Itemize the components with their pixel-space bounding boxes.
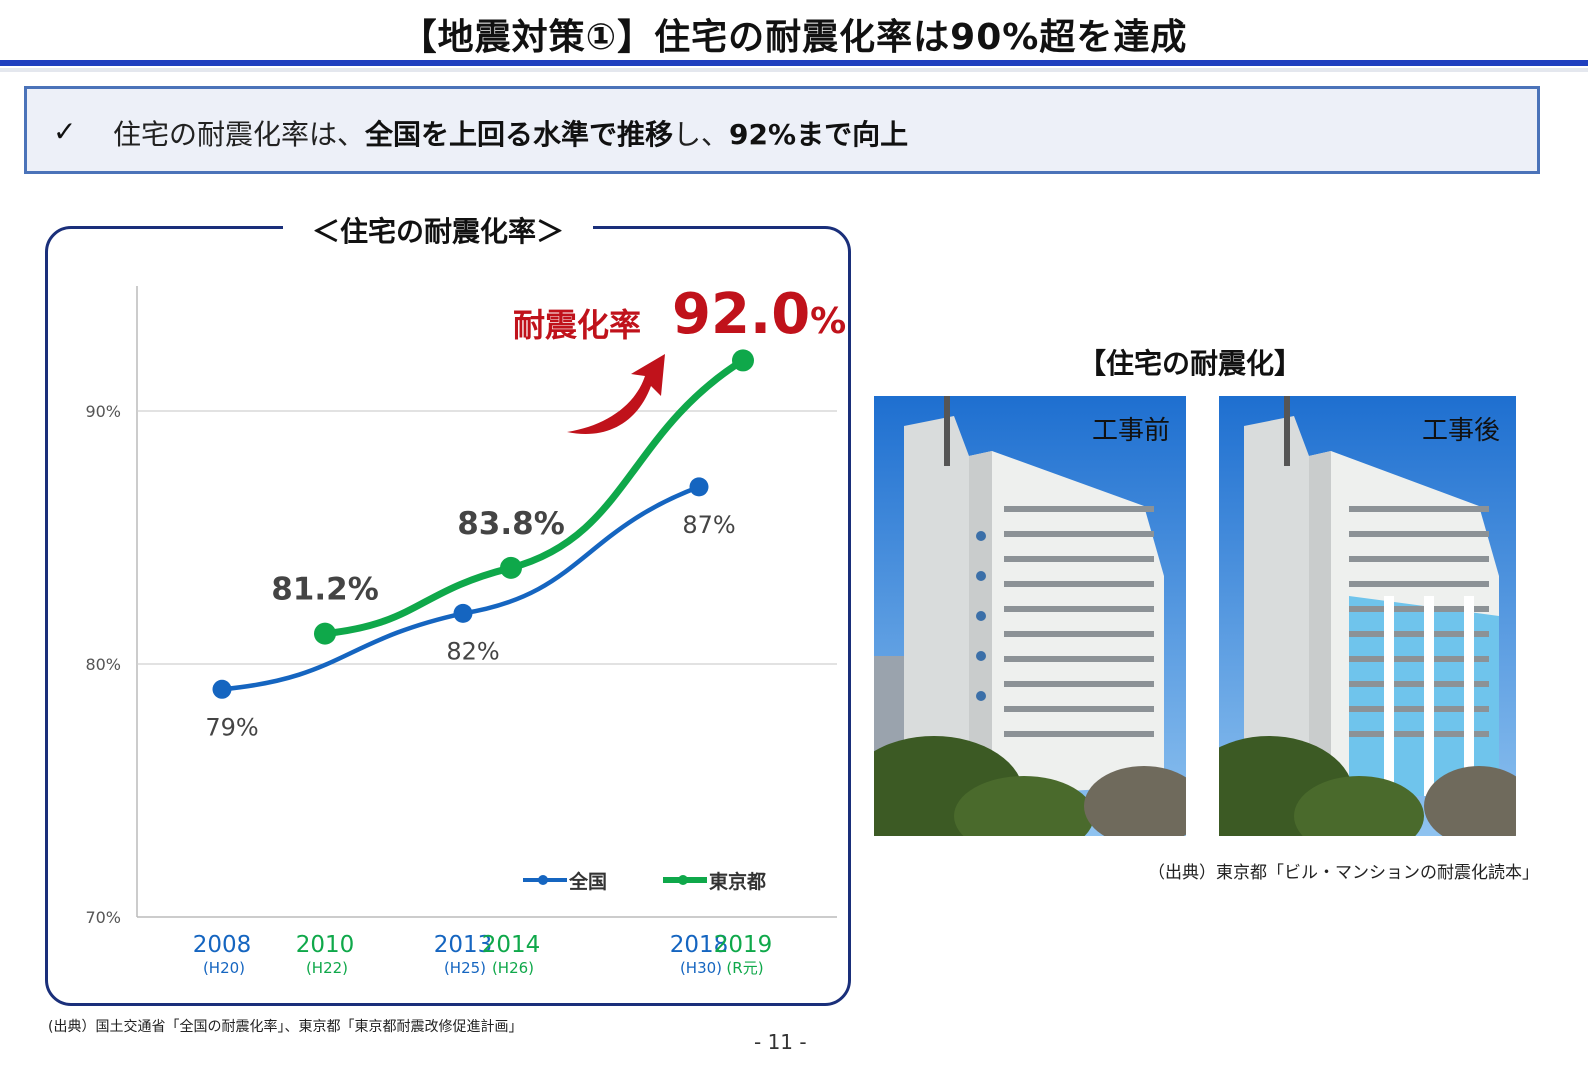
callout-label: 耐震化率 (513, 306, 642, 344)
x-tick-year: 2010 (296, 932, 355, 958)
y-tick-label: 70% (85, 908, 121, 927)
y-tick-label: 90% (85, 402, 121, 421)
callout-number: 92.0 (672, 282, 811, 347)
x-tick-year: 2013 (434, 932, 493, 958)
x-tick-era: (H22) (306, 959, 348, 977)
summary-text-part: し、 (673, 118, 730, 151)
building-after-image (1219, 396, 1516, 836)
tokyo-series-line (321, 356, 747, 638)
x-tick-year: 2019 (714, 932, 773, 958)
photo-source: （出典）東京都「ビル・マンションの耐震化読本」 (1148, 863, 1539, 883)
photo-before: 工事前 (874, 396, 1186, 836)
legend-marker (678, 875, 688, 885)
photo-after-caption: 工事後 (1421, 416, 1500, 446)
legend-label: 全国 (568, 870, 607, 893)
building-before-image (874, 396, 1186, 836)
legend-marker (538, 875, 548, 885)
x-tick-year: 2008 (193, 932, 252, 958)
x-tick-year: 2014 (482, 932, 541, 958)
summary-text: 住宅の耐震化率は、全国を上回る水準で推移し、92%まで向上 (113, 113, 908, 153)
tokyo-point (314, 622, 336, 645)
chart-source: (出典）国土交通省「全国の耐震化率」、東京都「東京都耐震改修促進計画」 (48, 1019, 523, 1035)
x-tick-era: (H30) (680, 959, 722, 977)
title-underline-shadow (0, 68, 1588, 72)
national-point (453, 603, 473, 623)
y-tick-label: 80% (85, 655, 121, 674)
page-number: - 11 - (754, 1030, 807, 1054)
title-underline (0, 60, 1588, 66)
photo-before-caption: 工事前 (1091, 416, 1170, 446)
trend-arrow (567, 354, 665, 435)
chart-title: ＜住宅の耐震化率＞ (283, 210, 593, 250)
tokyo-point (500, 556, 522, 579)
check-icon: ✓ (53, 115, 77, 148)
national-data-label: 82% (446, 637, 499, 665)
callout-unit: % (810, 301, 847, 342)
legend-label: 東京都 (709, 870, 766, 893)
callout-value: 92.0% (672, 282, 846, 347)
summary-text-part: 住宅の耐震化率は、 (113, 118, 366, 151)
summary-box: ✓ 住宅の耐震化率は、全国を上回る水準で推移し、92%まで向上 (24, 86, 1540, 174)
tokyo-point (732, 349, 754, 372)
summary-text-bold: 92%まで向上 (729, 118, 909, 151)
national-point (689, 477, 709, 497)
x-tick-era: (H26) (492, 959, 534, 977)
x-tick-era: (R元) (726, 959, 763, 977)
national-data-label: 87% (682, 511, 735, 539)
national-point (212, 679, 232, 699)
tokyo-data-label: 83.8% (457, 506, 565, 542)
photos-title: 【住宅の耐震化】 (1077, 347, 1302, 380)
x-tick-year: 2018 (670, 932, 729, 958)
line-chart: 70%80%90%79%82%87%81.2%83.8%全国 東京都2008(H2… (85, 286, 837, 977)
x-tick-era: (H25) (444, 959, 486, 977)
tokyo-data-label: 81.2% (271, 572, 379, 608)
page-title: 【地震対策①】住宅の耐震化率は90%超を達成 (400, 17, 1188, 58)
national-data-label: 79% (205, 713, 258, 741)
summary-text-bold: 全国を上回る水準で推移 (365, 118, 674, 151)
x-tick-era: (H20) (203, 959, 245, 977)
photo-after: 工事後 (1219, 396, 1516, 836)
